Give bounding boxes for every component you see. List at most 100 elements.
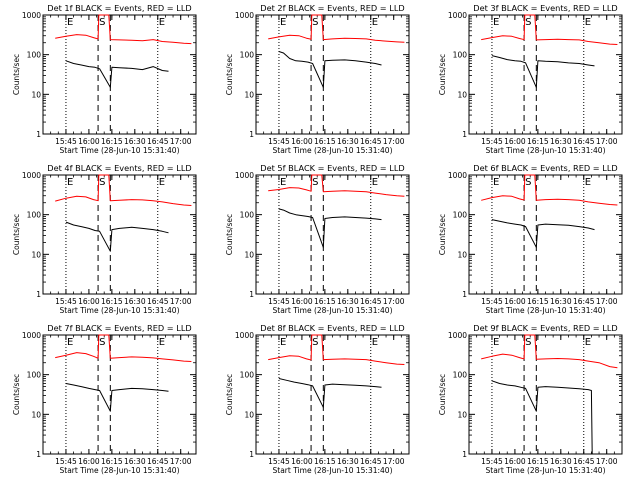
x-tick-label: 16:15 [101, 457, 123, 466]
y-tick-label: 1000 [22, 171, 41, 180]
plot-frame [255, 334, 410, 455]
y-tick-label: 1 [36, 450, 41, 459]
x-tick-label: 16:30 [550, 137, 572, 146]
y-tick-label: 10 [457, 250, 467, 259]
plot-frame [468, 334, 623, 455]
x-tick-label: 16:30 [337, 297, 359, 306]
y-tick-label: 1000 [235, 11, 254, 20]
marker-letter: E [280, 337, 286, 348]
plot-frame [468, 14, 623, 135]
y-tick-label: 100 [453, 51, 468, 60]
plot-frame [42, 334, 197, 455]
events-series-line [491, 55, 595, 88]
x-tick-label: 17:00 [596, 137, 618, 146]
events-series-line [65, 60, 169, 88]
x-tick-label: 17:00 [596, 297, 618, 306]
detector-panel-3f: Det 3f BLACK = Events, RED = LLD 1 10 100 10… [438, 3, 623, 155]
panel-title: Det 3f BLACK = Events, RED = LLD [473, 3, 617, 13]
plot-frame [42, 174, 197, 295]
y-axis-label: Counts/sec [12, 374, 21, 415]
plot-frame [42, 14, 197, 135]
panel-title: Det 4f BLACK = Events, RED = LLD [47, 163, 191, 173]
detector-panel-6f: Det 6f BLACK = Events, RED = LLD 1 10 100 10… [438, 163, 623, 315]
x-tick-label: 16:30 [337, 137, 359, 146]
y-tick-label: 100 [453, 371, 468, 380]
x-tick-label: 17:00 [383, 457, 405, 466]
marker-letter: E [159, 177, 165, 188]
y-tick-label: 1000 [448, 11, 467, 20]
x-tick-label: 16:15 [527, 457, 549, 466]
x-tick-label: 16:30 [550, 457, 572, 466]
marker-letter: S [525, 337, 531, 348]
y-tick-label: 10 [31, 90, 41, 99]
y-tick-label: 10 [31, 410, 41, 419]
x-tick-label: 16:00 [504, 137, 526, 146]
detector-panel-1f: Det 1f BLACK = Events, RED = LLD 1 10 100 10… [12, 3, 197, 155]
y-tick-label: 10 [457, 410, 467, 419]
panel-title: Det 2f BLACK = Events, RED = LLD [260, 3, 404, 13]
x-axis-label: Start Time (28-Jun-10 15:31:40) [273, 306, 393, 315]
x-tick-label: 16:30 [124, 297, 146, 306]
x-axis-label: Start Time (28-Jun-10 15:31:40) [60, 146, 180, 155]
x-tick-label: 16:45 [573, 297, 595, 306]
x-tick-label: 17:00 [170, 297, 192, 306]
x-tick-label: 16:15 [314, 457, 336, 466]
panel-title: Det 8f BLACK = Events, RED = LLD [260, 323, 404, 333]
y-axis-label: Counts/sec [225, 214, 234, 255]
x-tick-label: 16:45 [360, 297, 382, 306]
marker-letter: E [159, 337, 165, 348]
x-tick-label: 16:45 [147, 457, 169, 466]
x-tick-label: 16:15 [101, 297, 123, 306]
x-axis-label: Start Time (28-Jun-10 15:31:40) [60, 306, 180, 315]
x-tick-label: 16:00 [504, 297, 526, 306]
marker-letter: S [312, 337, 318, 348]
x-axis-label: Start Time (28-Jun-10 15:31:40) [60, 466, 180, 475]
marker-letter: E [67, 177, 73, 188]
marker-letter: E [372, 337, 378, 348]
y-tick-label: 1000 [235, 171, 254, 180]
x-axis-label: Start Time (28-Jun-10 15:31:40) [273, 146, 393, 155]
lld-series-line [55, 334, 192, 362]
lld-series-line [268, 14, 405, 43]
y-tick-label: 1 [462, 290, 467, 299]
plot-frame [255, 14, 410, 135]
marker-letter: E [372, 177, 378, 188]
x-tick-label: 16:30 [124, 457, 146, 466]
y-tick-label: 10 [244, 90, 254, 99]
plot-frame [255, 174, 410, 295]
x-tick-label: 16:45 [573, 137, 595, 146]
y-tick-label: 100 [240, 371, 255, 380]
lld-series-line [481, 334, 618, 369]
panel-title: Det 9f BLACK = Events, RED = LLD [473, 323, 617, 333]
x-tick-label: 15:45 [268, 457, 290, 466]
marker-letter: E [493, 17, 499, 28]
y-tick-label: 1000 [448, 171, 467, 180]
y-tick-label: 1 [462, 130, 467, 139]
events-series-line [491, 219, 595, 248]
y-tick-label: 100 [453, 211, 468, 220]
y-tick-label: 100 [27, 51, 42, 60]
y-tick-label: 100 [27, 371, 42, 380]
y-tick-label: 100 [240, 211, 255, 220]
x-tick-label: 15:45 [55, 137, 77, 146]
x-tick-label: 16:45 [360, 457, 382, 466]
x-tick-label: 16:15 [314, 297, 336, 306]
y-axis-label: Counts/sec [438, 54, 447, 95]
x-tick-label: 16:30 [337, 457, 359, 466]
y-axis-label: Counts/sec [438, 214, 447, 255]
y-axis-label: Counts/sec [12, 214, 21, 255]
events-series-line [491, 380, 593, 455]
lld-series-line [55, 174, 192, 206]
marker-letter: S [312, 17, 318, 28]
x-tick-label: 16:00 [291, 297, 313, 306]
events-series-line [65, 383, 169, 412]
detector-panel-4f: Det 4f BLACK = Events, RED = LLD 1 10 100 10… [12, 163, 197, 315]
x-tick-label: 16:00 [291, 457, 313, 466]
y-tick-label: 1000 [22, 331, 41, 340]
lld-series-line [55, 14, 192, 45]
marker-letter: E [585, 177, 591, 188]
x-axis-label: Start Time (28-Jun-10 15:31:40) [273, 466, 393, 475]
y-tick-label: 1 [249, 450, 254, 459]
plot-frame [468, 174, 623, 295]
